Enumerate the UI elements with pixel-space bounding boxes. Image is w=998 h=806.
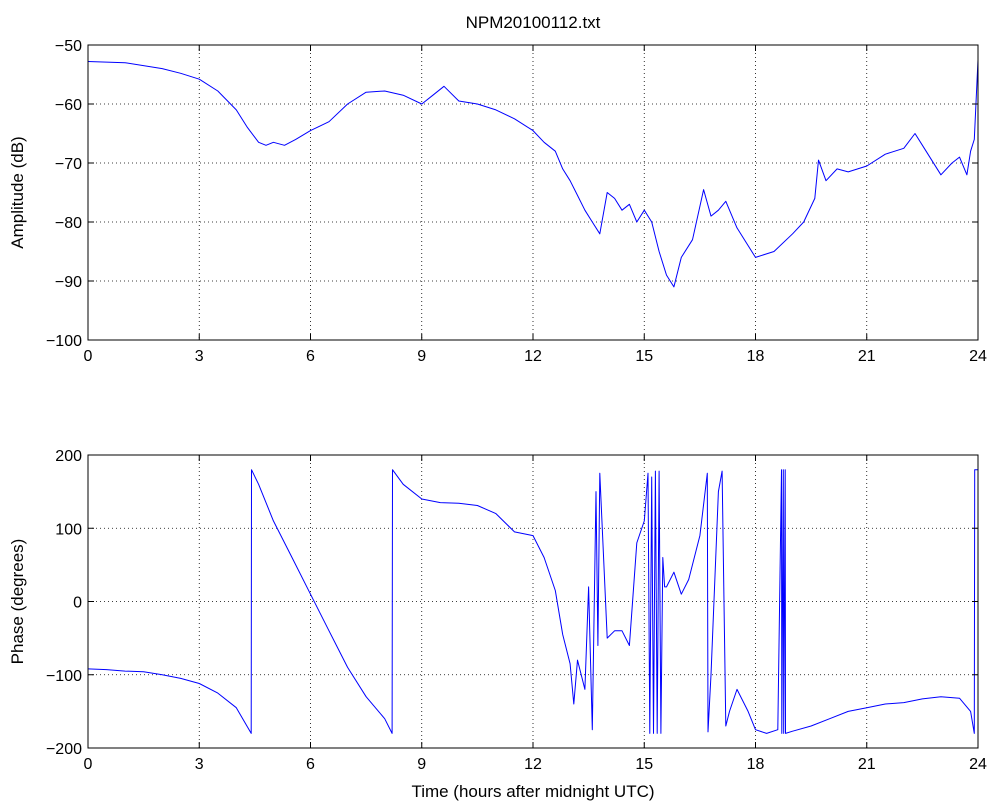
amplitude-x-tick-label: 18 bbox=[747, 348, 765, 365]
amplitude-x-tick-label: 9 bbox=[417, 348, 426, 365]
amplitude-line-layer bbox=[87, 59, 979, 288]
amplitude-series-line bbox=[87, 59, 979, 288]
amplitude-grid bbox=[88, 45, 978, 340]
amplitude-tick-labels: 0 3 6 9 12 15 18 21 24 −50 −60 −70 −80 −90 −100 bbox=[46, 38, 987, 365]
amplitude-axes-frame bbox=[87, 44, 979, 341]
amplitude-y-axis-label: Amplitude (dB) bbox=[8, 136, 27, 248]
amplitude-x-tick-label: 3 bbox=[195, 348, 204, 365]
phase-x-tick-label: 21 bbox=[858, 756, 876, 773]
phase-x-tick-label: 6 bbox=[306, 756, 315, 773]
amplitude-y-tick-label: −70 bbox=[55, 156, 82, 173]
phase-x-tick-label: 18 bbox=[747, 756, 765, 773]
amplitude-y-tick-label: −60 bbox=[55, 97, 82, 114]
phase-y-tick-label: 200 bbox=[55, 448, 82, 465]
phase-y-tick-label: 0 bbox=[73, 595, 82, 612]
phase-y-tick-label: −100 bbox=[46, 668, 82, 685]
phase-grid bbox=[88, 455, 978, 748]
phase-x-tick-label: 15 bbox=[635, 756, 653, 773]
phase-axes-box bbox=[87, 454, 979, 749]
phase-y-tick-label: 100 bbox=[55, 521, 82, 538]
figure-title: NPM20100112.txt bbox=[466, 13, 601, 32]
amplitude-y-tick-label: −80 bbox=[55, 215, 82, 232]
amplitude-x-tick-label: 0 bbox=[84, 348, 93, 365]
amplitude-x-tick-label: 15 bbox=[635, 348, 653, 365]
phase-x-tick-label: 24 bbox=[969, 756, 987, 773]
phase-axes-frame bbox=[87, 454, 979, 749]
phase-y-tick-label: −200 bbox=[46, 741, 82, 758]
amplitude-x-tick-label: 24 bbox=[969, 348, 987, 365]
phase-tick-labels: 0 3 6 9 12 15 18 21 24 200 100 0 −100 −200 bbox=[46, 448, 987, 773]
amplitude-axes-box bbox=[87, 44, 979, 341]
phase-x-tick-label: 12 bbox=[524, 756, 542, 773]
phase-x-axis-label: Time (hours after midnight UTC) bbox=[411, 782, 654, 801]
phase-x-tick-label: 0 bbox=[84, 756, 93, 773]
amplitude-y-tick-label: −50 bbox=[55, 38, 82, 55]
phase-x-tick-label: 9 bbox=[417, 756, 426, 773]
phase-y-axis-label: Phase (degrees) bbox=[8, 539, 27, 665]
phase-x-tick-label: 3 bbox=[195, 756, 204, 773]
phase-line-layer bbox=[87, 469, 978, 734]
phase-series-line bbox=[87, 469, 978, 734]
amplitude-y-tick-label: −90 bbox=[55, 274, 82, 291]
amplitude-panel: 0 3 6 9 12 15 18 21 24 −50 −60 −70 −80 −90 −100 Amplit… bbox=[8, 38, 987, 365]
amplitude-y-tick-label: −100 bbox=[46, 333, 82, 350]
phase-panel: 0 3 6 9 12 15 18 21 24 200 100 0 −100 −200 Phase (deg… bbox=[8, 448, 987, 801]
amplitude-x-tick-label: 6 bbox=[306, 348, 315, 365]
amplitude-x-tick-label: 12 bbox=[524, 348, 542, 365]
amplitude-x-tick-label: 21 bbox=[858, 348, 876, 365]
